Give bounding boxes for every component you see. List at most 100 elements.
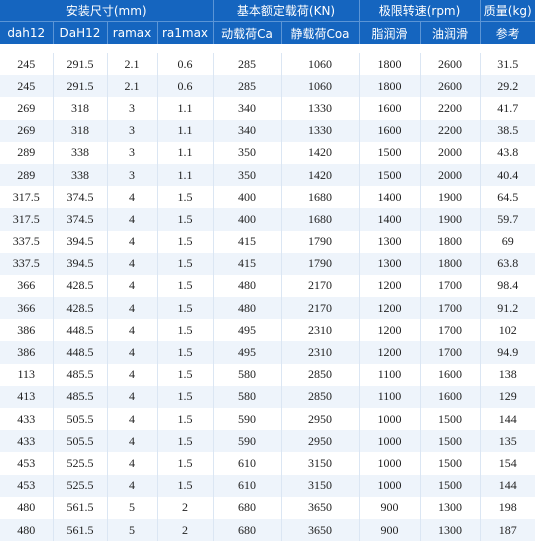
table-cell: 245 [0,53,54,76]
table-row: 433 505.5 4 1.5 590 2950 1000 1500 135 [0,430,535,453]
table-cell: 2200 [420,119,481,142]
table-cell: 41.7 [480,97,535,120]
table-cell: 4 [107,474,158,497]
table-row: 366 428.5 4 1.5 480 2170 1200 1700 98.4 [0,274,535,298]
table-cell: 525.5 [53,474,108,497]
table-cell: 2310 [281,319,360,342]
table-cell: 269 [0,119,54,142]
table-cell: 1200 [359,319,421,342]
table-cell: 1500 [420,430,481,453]
table-cell: 113 [0,363,54,386]
table-cell: 1330 [281,97,360,120]
table-cell: 338 [53,141,108,164]
table-cell: 3 [107,163,158,187]
table-cell: 2310 [281,341,360,364]
table-row: 433 505.5 4 1.5 590 2950 1000 1500 144 [0,408,535,431]
table-cell: 4 [107,208,158,231]
table-cell: 144 [480,474,535,497]
table-cell: 138 [480,363,535,386]
table-cell: 291.5 [53,53,108,76]
table-cell: 318 [53,97,108,120]
table-cell: 2170 [281,274,360,298]
column-header-ramax: ramax [107,21,158,44]
table-cell: 400 [213,186,282,209]
table-row: 366 428.5 4 1.5 480 2170 1200 1700 91.2 [0,297,535,320]
table-cell: 1.1 [157,97,214,120]
table-cell: 2950 [281,430,360,453]
table-row: 289 338 3 1.1 350 1420 1500 2000 43.8 [0,141,535,164]
table-cell: 2 [157,518,214,542]
table-row: 386 448.5 4 1.5 495 2310 1200 1700 102 [0,319,535,342]
table-cell: 2000 [420,141,481,164]
table-cell: 318 [53,119,108,142]
table-cell: 1700 [420,274,481,298]
table-cell: 1000 [359,430,421,453]
table-cell: 485.5 [53,385,108,408]
table-cell: 1680 [281,186,360,209]
table-cell: 1400 [359,208,421,231]
table-cell: 1500 [420,452,481,475]
table-cell: 291.5 [53,75,108,98]
table-cell: 129 [480,385,535,408]
table-cell: 1.5 [157,385,214,408]
table-cell: 2200 [420,97,481,120]
table-cell: 386 [0,341,54,364]
table-cell: 0.6 [157,75,214,98]
table-cell: 1.1 [157,141,214,164]
table-cell: 1700 [420,297,481,320]
table-cell: 2600 [420,75,481,98]
table-cell: 448.5 [53,319,108,342]
table-cell: 340 [213,97,282,120]
table-cell: 1.5 [157,408,214,431]
table-cell: 1200 [359,274,421,298]
table-row: 269 318 3 1.1 340 1330 1600 2200 41.7 [0,97,535,120]
table-cell: 415 [213,252,282,275]
table-cell: 2 [157,496,214,519]
table-cell: 1300 [420,496,481,519]
table-cell: 4 [107,230,158,253]
table-cell: 495 [213,319,282,342]
table-cell: 187 [480,518,535,542]
table-cell: 480 [213,274,282,298]
table-cell: 2.1 [107,75,158,98]
table-cell: 1.5 [157,252,214,275]
table-cell: 2850 [281,363,360,386]
table-cell: 4 [107,274,158,298]
table-cell: 285 [213,75,282,98]
table-cell: 1700 [420,319,481,342]
table-cell: 1800 [359,75,421,98]
table-row: 289 338 3 1.1 350 1420 1500 2000 40.4 [0,163,535,187]
table-row: 113 485.5 4 1.5 580 2850 1100 1600 138 [0,363,535,386]
table-cell: 1800 [420,252,481,275]
column-header-dah12: dah12 [0,21,54,44]
table-cell: 1600 [420,385,481,408]
table-cell: 505.5 [53,430,108,453]
table-cell: 4 [107,385,158,408]
table-row: 317.5 374.5 4 1.5 400 1680 1400 1900 59.7 [0,208,535,231]
table-cell: 1800 [420,230,481,253]
table-cell: 69 [480,230,535,253]
table-cell: 433 [0,430,54,453]
column-header-dynamic-load: 动载荷Ca [213,21,282,44]
table-cell: 2600 [420,53,481,76]
table-cell: 561.5 [53,518,108,542]
table-cell: 680 [213,518,282,542]
column-header-DaH12: DaH12 [53,21,108,44]
table-cell: 285 [213,53,282,76]
table-cell: 1.5 [157,452,214,475]
table-cell: 1300 [359,252,421,275]
table-cell: 374.5 [53,208,108,231]
column-header-grease: 脂润滑 [359,21,421,44]
table-cell: 340 [213,119,282,142]
table-cell: 374.5 [53,186,108,209]
table-cell: 610 [213,452,282,475]
table-cell: 1700 [420,341,481,364]
table-cell: 415 [213,230,282,253]
table-cell: 289 [0,163,54,187]
table-cell: 154 [480,452,535,475]
table-row: 453 525.5 4 1.5 610 3150 1000 1500 154 [0,452,535,475]
table-cell: 1300 [420,518,481,542]
table-cell: 1.5 [157,297,214,320]
table-cell: 386 [0,319,54,342]
table-cell: 3150 [281,474,360,497]
